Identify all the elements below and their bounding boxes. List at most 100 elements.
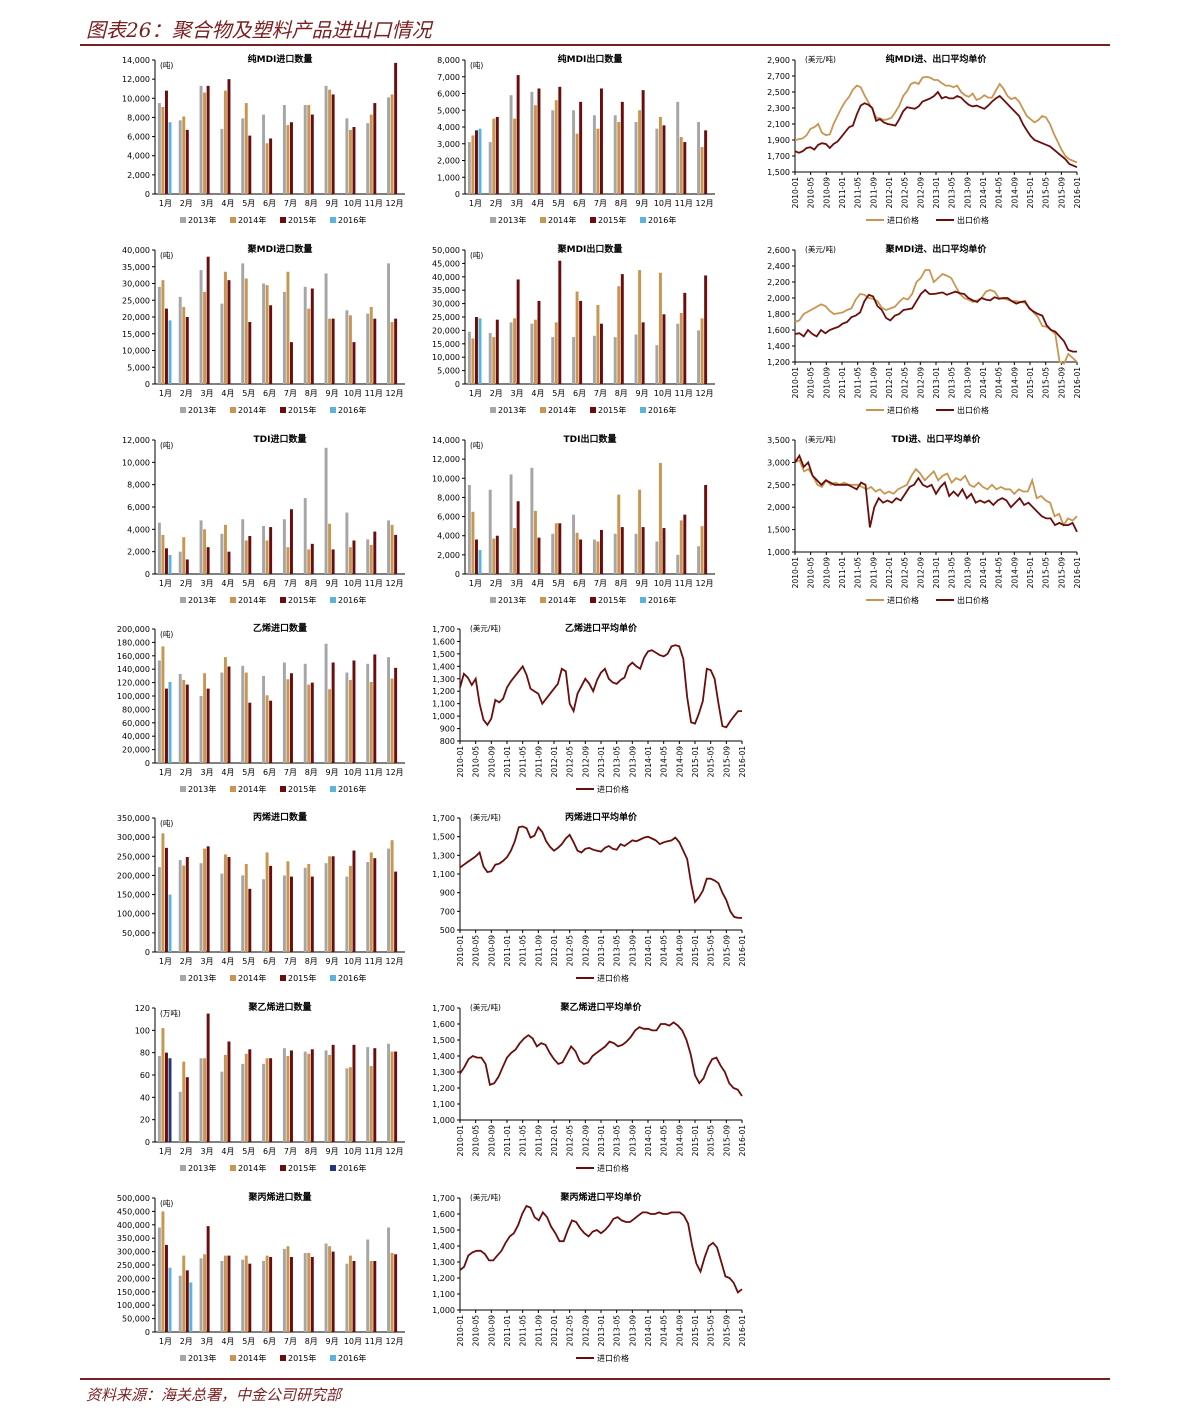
x-tick-label: 6月 [263,579,276,588]
bar-2014年-8月 [307,308,311,384]
bar-2014年-9月 [328,856,332,952]
bar-2015年-2月 [495,535,499,574]
x-tick-label: 7月 [284,768,297,777]
bar-2013年-9月 [324,1243,328,1332]
x-tick-label: 2015-01 [691,1315,700,1347]
legend-swatch [180,597,186,603]
y-tick-label: 350,000 [117,814,150,823]
bar-2014年-10月 [658,462,662,574]
x-tick-label: 2014-09 [675,1315,684,1347]
x-tick-label: 2011-01 [838,557,847,589]
y-tick-label: 300,000 [117,1248,150,1257]
unit-label: (吨) [470,440,483,450]
x-tick-label: 3月 [201,389,214,398]
x-tick-label: 2012-05 [901,367,910,399]
x-tick-label: 2012-09 [581,746,590,778]
y-tick-label: 500,000 [117,1194,150,1203]
bar-2015年-8月 [310,288,314,384]
bar-2013年-12月 [387,520,391,574]
x-tick-label: 2013-05 [613,935,622,967]
x-tick-label: 2014-09 [1010,177,1019,209]
x-tick-label: 2012-05 [901,557,910,589]
y-tick-label: 1,800 [767,310,790,319]
title-rule [80,44,1110,46]
legend-label: 进口价格 [887,595,919,605]
bar-2016年-1月 [168,681,172,763]
bar-2015年-2月 [185,1077,189,1142]
y-tick-label: 2,700 [767,72,790,81]
bar-2014年-10月 [348,679,352,763]
bar-2015年-6月 [579,539,583,574]
bar-2014年-11月 [679,520,683,574]
x-tick-label: 2月 [180,1337,193,1346]
y-tick-label: 6,000 [127,133,150,142]
x-tick-label: 2013-01 [597,1315,606,1347]
x-tick-label: 2010-05 [472,1315,481,1347]
bar-2014年-7月 [286,125,290,194]
y-tick-label: 0 [455,570,460,579]
bar-2015年-9月 [331,549,335,574]
x-tick-label: 10月 [344,199,362,208]
x-tick-label: 2014-05 [660,1125,669,1157]
bar-2014年-2月 [182,1255,186,1332]
x-tick-label: 8月 [305,199,318,208]
bar-2014年-3月 [513,528,517,574]
legend-swatch [590,597,596,603]
bar-2016年-1月 [478,550,482,574]
bar-2015年-7月 [290,1050,293,1142]
bar-2013年-11月 [366,1047,370,1142]
chart-poly-mdi-import-volume: 0 5,000 10,000 15,000 20,000 25,000 30,000 35,0… [122,243,405,415]
legend-swatch [180,786,186,792]
y-tick-label: 1,000 [767,548,790,557]
bar-2015年-7月 [290,1256,293,1332]
y-tick-label: 5,000 [437,106,460,115]
bar-2013年-11月 [676,554,680,574]
bar-2014年-9月 [328,1246,332,1332]
y-tick-label: 2,100 [767,120,790,129]
chart-title: 丙烯进口平均单价 [565,811,638,823]
bar-2014年-11月 [679,137,683,194]
x-tick-label: 2013-05 [948,557,957,589]
chart-poly-mdi-export-volume: 0 5,000 10,000 15,000 20,000 25,000 30,000 35,0… [432,243,715,415]
y-tick-label: 40,000 [122,246,150,255]
y-tick-label: 1,200 [767,358,790,367]
bar-2013年-7月 [282,662,286,763]
x-tick-label: 2013-09 [628,1125,637,1157]
x-tick-label: 2011-01 [503,746,512,778]
chart-title: 丙烯进口数量 [253,811,307,823]
x-tick-label: 2012-09 [581,1315,590,1347]
legend-label: 2015年 [598,405,626,415]
bar-2013年-1月 [157,522,161,574]
bar-2014年-2月 [182,306,186,384]
bar-2013年-6月 [572,337,576,384]
bar-2015年-2月 [185,1270,189,1332]
legend-label: 2015年 [288,973,316,983]
bar-2014年-8月 [307,684,311,763]
bar-2013年-3月 [199,520,203,574]
legend-label: 2016年 [338,215,366,225]
legend-label: 2013年 [188,973,216,983]
bar-2015年-10月 [352,127,356,194]
legend-swatch [590,217,596,223]
bar-2013年-2月 [178,1091,182,1142]
unit-label: (吨) [160,818,173,828]
bar-2015年-2月 [185,857,189,952]
bar-2014年-6月 [265,143,269,194]
x-tick-label: 2014-01 [979,177,988,209]
bar-2015年-11月 [683,514,687,574]
bar-2015年-1月 [475,539,478,574]
bar-2015年-6月 [269,700,273,763]
bar-2013年-4月 [220,533,224,574]
x-tick-label: 2014-05 [660,746,669,778]
bar-2013年-12月 [387,263,391,384]
bar-2014年-3月 [203,1058,207,1142]
x-tick-label: 9月 [636,389,649,398]
x-tick-label: 11月 [365,1147,383,1156]
bar-2014年-5月 [554,100,558,194]
bar-2013年-3月 [509,322,513,384]
bar-2013年-12月 [697,330,701,384]
bar-2013年-10月 [345,1068,349,1142]
bar-2013年-6月 [262,1260,266,1332]
bar-2013年-5月 [551,337,555,384]
x-tick-label: 1月 [159,957,172,966]
